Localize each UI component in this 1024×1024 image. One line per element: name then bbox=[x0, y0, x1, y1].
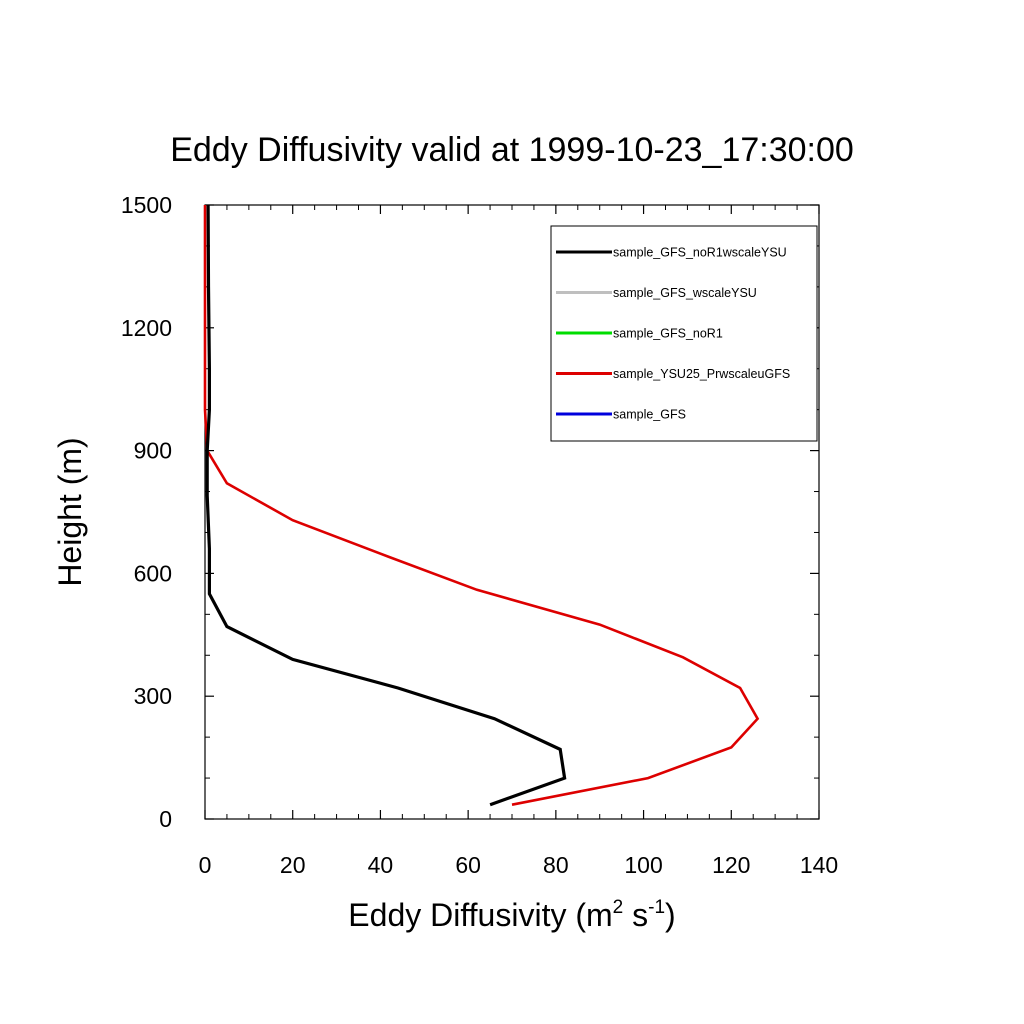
series-line-sample_GFS_noR1wscaleYSU bbox=[205, 204, 567, 807]
x-tick-label: 20 bbox=[280, 852, 306, 878]
x-tick-label: 120 bbox=[712, 852, 750, 878]
chart-title: Eddy Diffusivity valid at 1999-10-23_17:… bbox=[170, 131, 854, 169]
y-axis-label: Height (m) bbox=[52, 437, 88, 586]
legend-label: sample_GFS_noR1wscaleYSU bbox=[613, 246, 787, 260]
y-tick-label: 900 bbox=[134, 438, 172, 464]
series-line-sample_YSU25_PrwscaleuGFS bbox=[203, 205, 760, 806]
y-tick-label: 1200 bbox=[121, 315, 172, 341]
legend-label: sample_GFS bbox=[613, 408, 686, 422]
x-axis-label-exponent-1: 2 bbox=[613, 897, 624, 918]
x-axis-label-middle: s bbox=[623, 897, 648, 933]
x-axis-label-end: ) bbox=[665, 897, 676, 933]
x-tick-label: 0 bbox=[199, 852, 212, 878]
axis-tick-labels: 0 20 40 60 80 100 120 140 0 300 600 900 1200 1500 bbox=[121, 192, 838, 878]
x-tick-label: 100 bbox=[624, 852, 662, 878]
y-tick-label: 1500 bbox=[121, 192, 172, 218]
legend: sample_GFS_noR1wscaleYSU sample_GFS_wscal… bbox=[550, 225, 818, 442]
legend-label: sample_GFS_wscaleYSU bbox=[613, 286, 757, 300]
x-axis-label-base: Eddy Diffusivity (m bbox=[348, 897, 612, 933]
y-tick-label: 600 bbox=[134, 560, 172, 586]
series-lines bbox=[203, 204, 760, 807]
y-tick-label: 300 bbox=[134, 683, 172, 709]
x-axis-label-exponent-2: -1 bbox=[648, 897, 665, 918]
x-tick-label: 60 bbox=[455, 852, 481, 878]
legend-label: sample_YSU25_PrwscaleuGFS bbox=[613, 367, 790, 381]
y-tick-label: 0 bbox=[159, 806, 172, 832]
x-tick-label: 140 bbox=[800, 852, 838, 878]
x-tick-label: 40 bbox=[368, 852, 394, 878]
x-axis-label: Eddy Diffusivity (m2 s-1) bbox=[348, 897, 675, 933]
legend-label: sample_GFS_noR1 bbox=[613, 327, 723, 341]
x-tick-label: 80 bbox=[543, 852, 569, 878]
